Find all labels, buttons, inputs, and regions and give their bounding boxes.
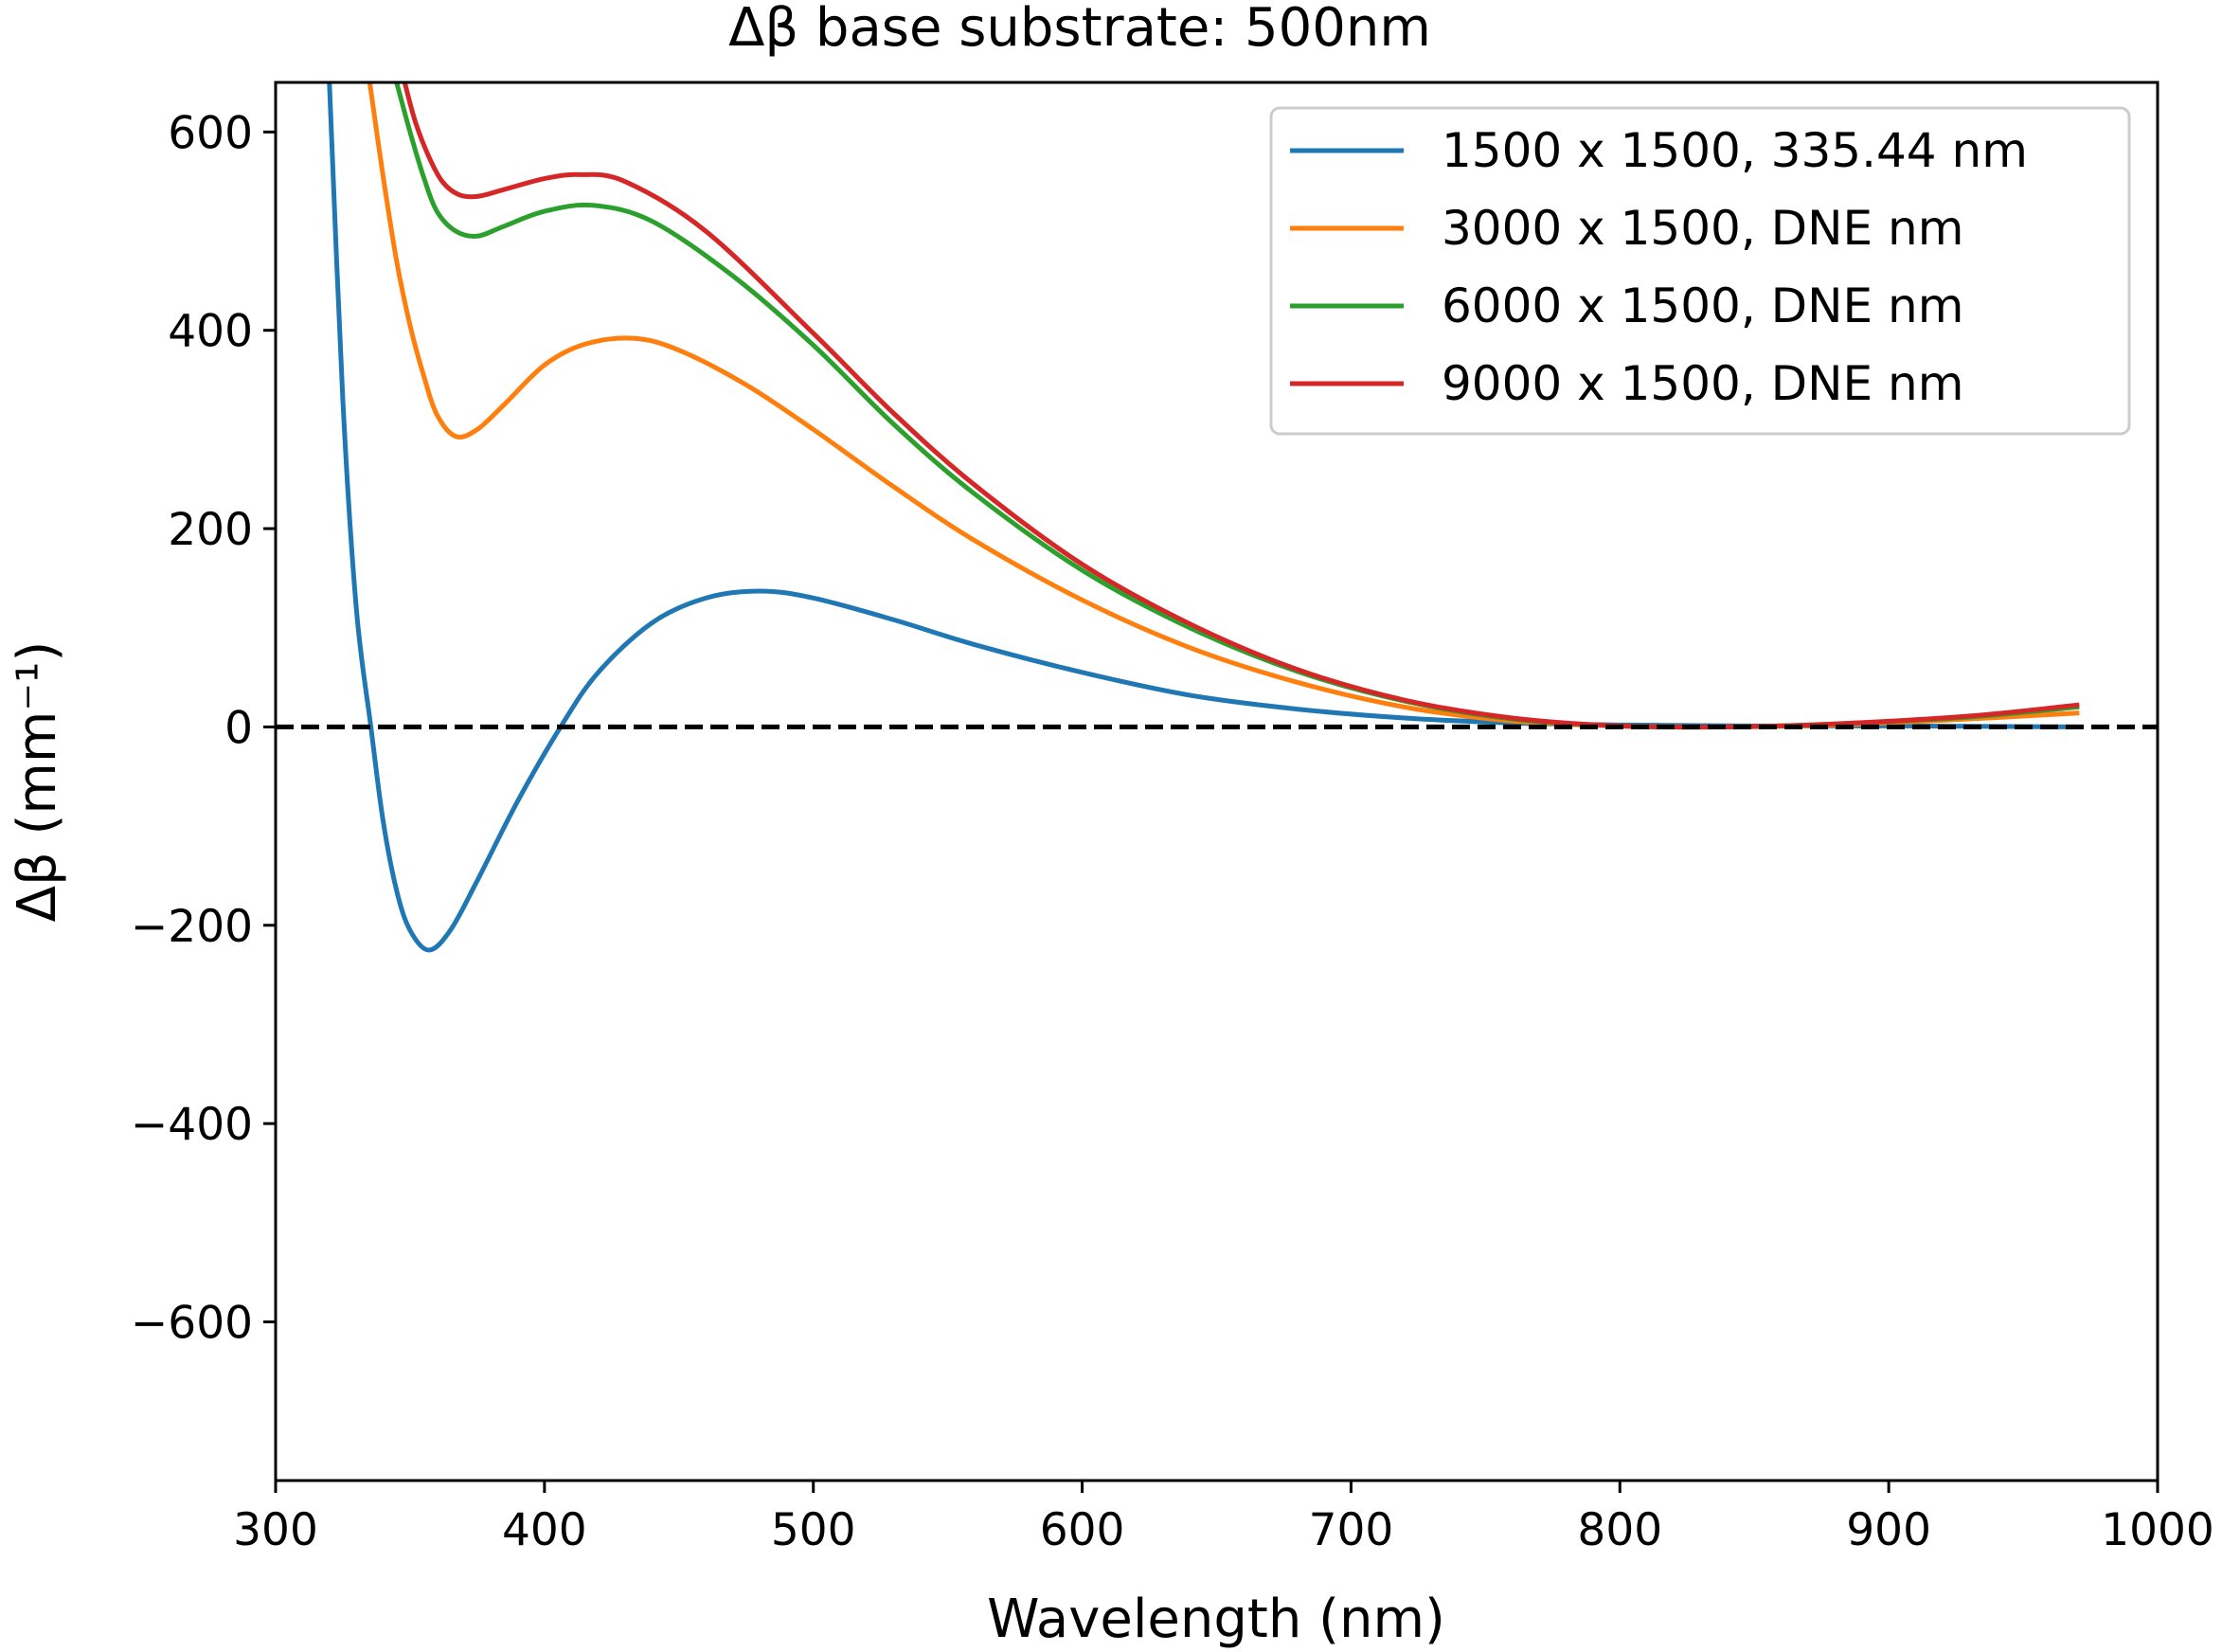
y-tick-label: −400 <box>131 1099 253 1151</box>
chart-title: Δβ base substrate: 500nm <box>728 0 1431 59</box>
x-tick-label: 800 <box>1577 1504 1662 1556</box>
x-axis-label: Wavelength (nm) <box>987 1589 1445 1650</box>
legend-label-3: 6000 x 1500, DNE nm <box>1442 278 1963 333</box>
legend-frame <box>1269 106 2131 436</box>
y-tick-label: 0 <box>224 702 253 754</box>
legend-label-1: 1500 x 1500, 335.44 nm <box>1442 123 2028 178</box>
x-tick-label: 600 <box>1040 1504 1125 1556</box>
y-axis-ticks: −600 −400 −200 0 200 400 600 <box>131 107 276 1350</box>
y-tick-label: 600 <box>168 107 253 159</box>
legend-label-2: 3000 x 1500, DNE nm <box>1442 201 1963 256</box>
x-tick-label: 700 <box>1309 1504 1394 1556</box>
x-axis-ticks: 300 400 500 600 700 800 900 1000 <box>233 1481 2214 1556</box>
y-tick-label: −600 <box>131 1298 253 1350</box>
y-tick-label: −200 <box>131 901 253 953</box>
x-tick-label: 900 <box>1846 1504 1931 1556</box>
y-tick-label: 400 <box>168 306 253 358</box>
legend: 1500 x 1500, 335.44 nm 3000 x 1500, DNE n… <box>1269 106 2131 436</box>
x-tick-label: 400 <box>502 1504 587 1556</box>
plot-frame <box>274 81 2159 1482</box>
x-tick-label: 1000 <box>2101 1504 2214 1556</box>
y-axis-label: Δβ (mm⁻¹) <box>7 641 68 923</box>
x-tick-label: 500 <box>771 1504 856 1556</box>
x-tick-label: 300 <box>233 1504 318 1556</box>
y-tick-label: 200 <box>168 504 253 556</box>
series-layer <box>327 82 2080 953</box>
legend-label-4: 9000 x 1500, DNE nm <box>1442 356 1963 411</box>
series-line-4 <box>402 82 2080 730</box>
legend-items: 1500 x 1500, 335.44 nm 3000 x 1500, DNE n… <box>1290 123 2028 411</box>
